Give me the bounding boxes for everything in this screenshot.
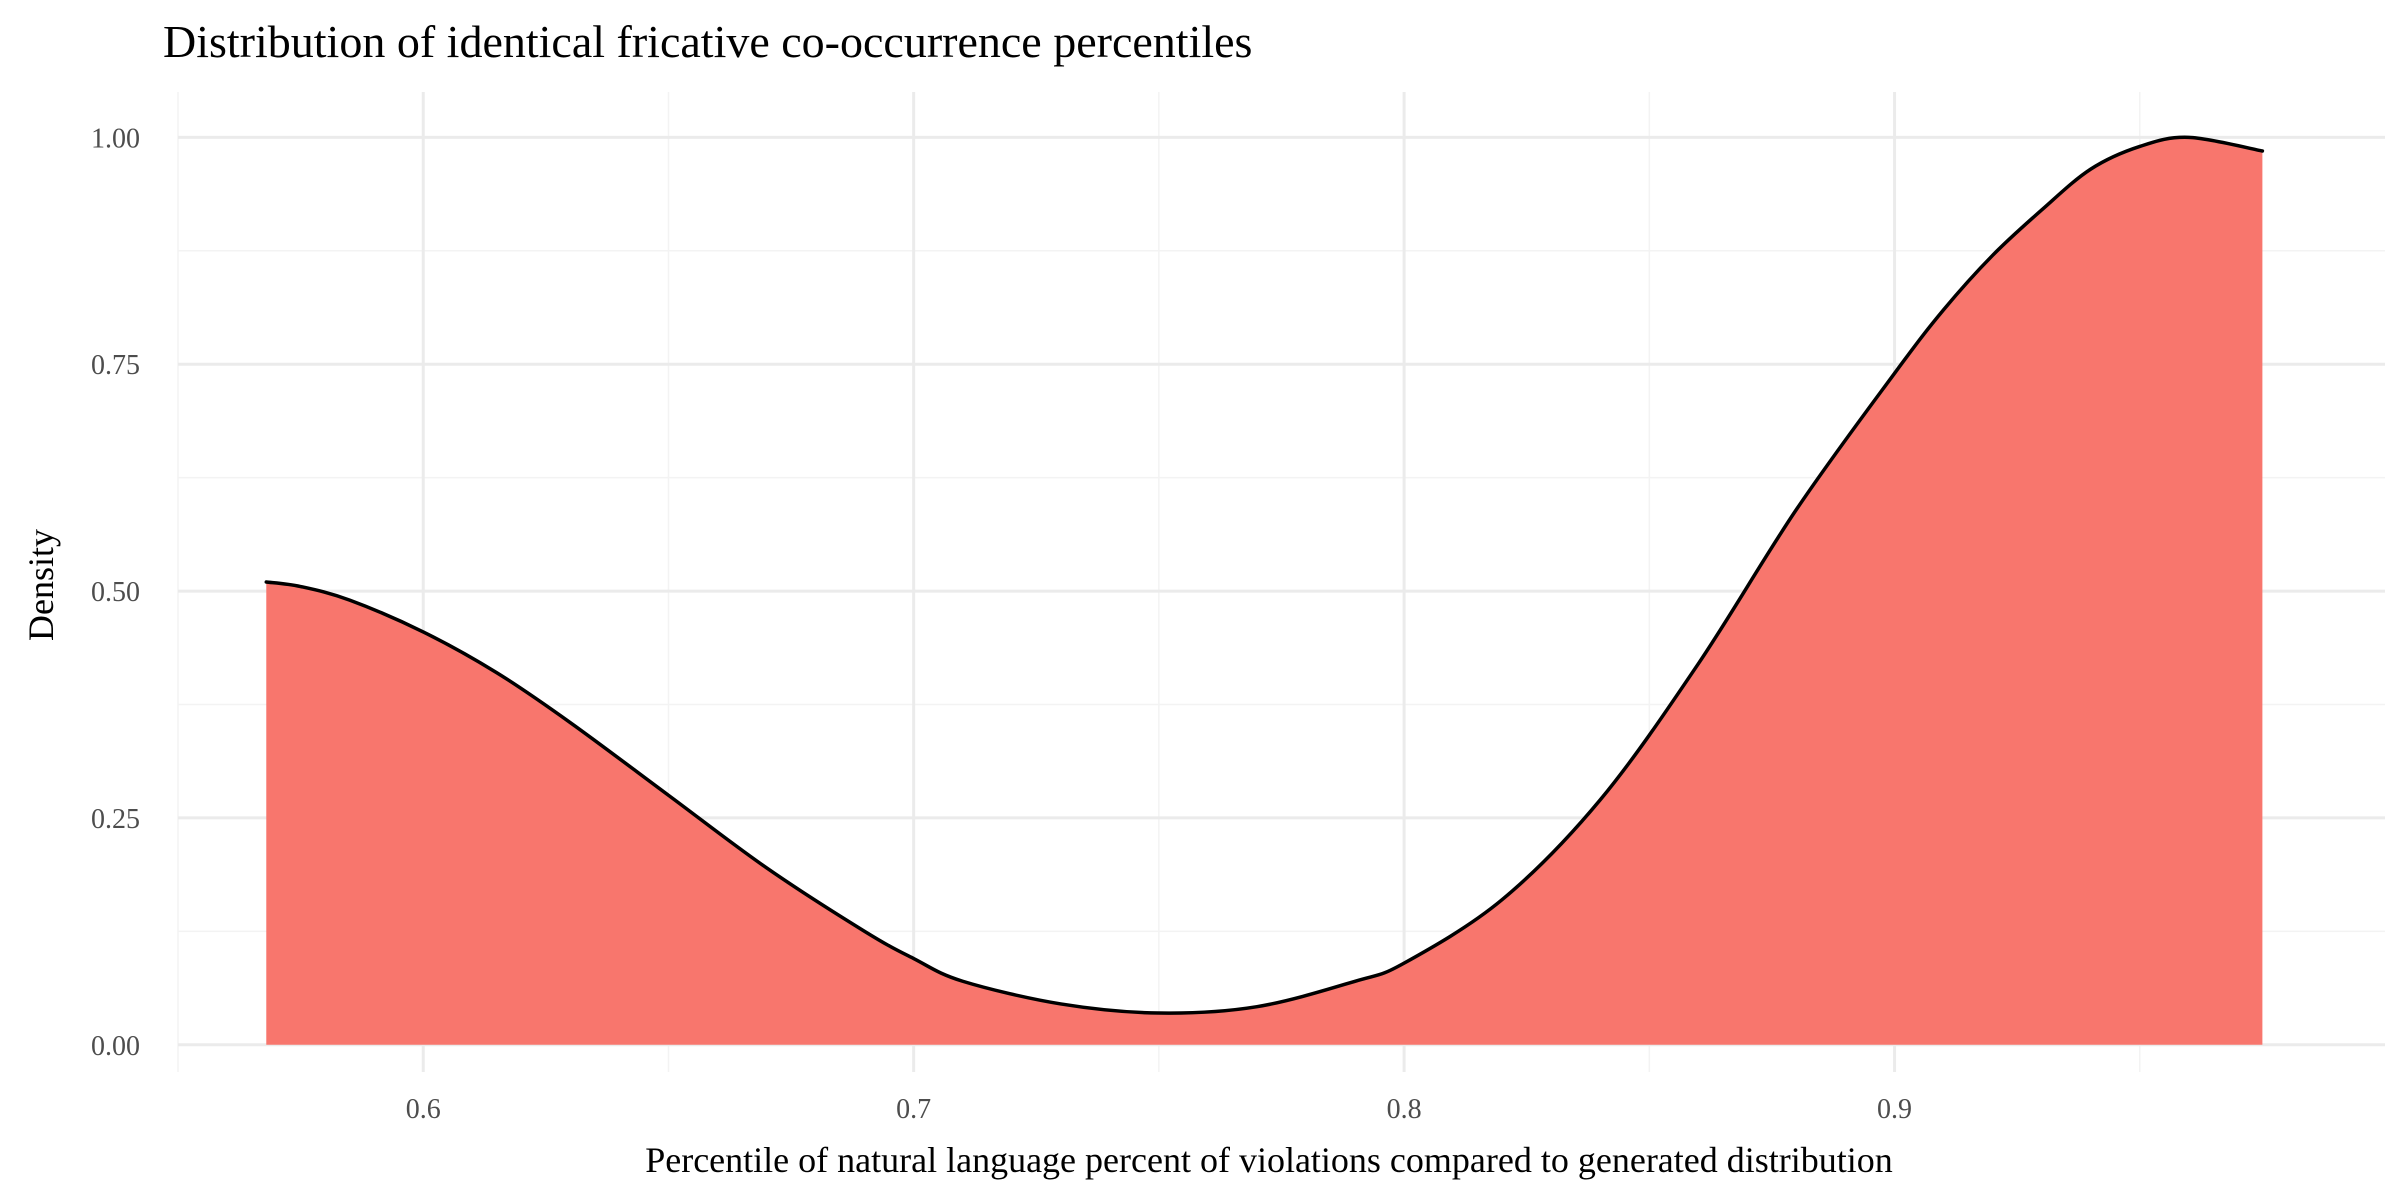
density-area-layer xyxy=(264,135,2265,1045)
x-axis-title: Percentile of natural language percent o… xyxy=(645,1140,1893,1180)
x-tick-label: 0.8 xyxy=(1387,1094,1422,1125)
y-axis-title: Density xyxy=(21,529,61,641)
density-curve xyxy=(264,135,2265,1015)
x-tick-label: 0.7 xyxy=(896,1094,931,1125)
y-tick-label: 0.25 xyxy=(91,804,140,835)
chart-title: Distribution of identical fricative co-o… xyxy=(163,16,1252,67)
x-tick-label: 0.9 xyxy=(1877,1094,1912,1125)
density-area xyxy=(266,137,2263,1045)
y-tick-label: 0.75 xyxy=(91,350,140,381)
y-tick-label: 0.50 xyxy=(91,577,140,608)
x-tick-label: 0.6 xyxy=(406,1094,441,1125)
y-tick-label: 1.00 xyxy=(91,123,140,154)
tick-label-layer: 0.6 0.7 0.8 0.9 0.00 0.25 0.50 0.75 1.00 xyxy=(91,123,1912,1125)
y-tick-label: 0.00 xyxy=(91,1031,140,1062)
